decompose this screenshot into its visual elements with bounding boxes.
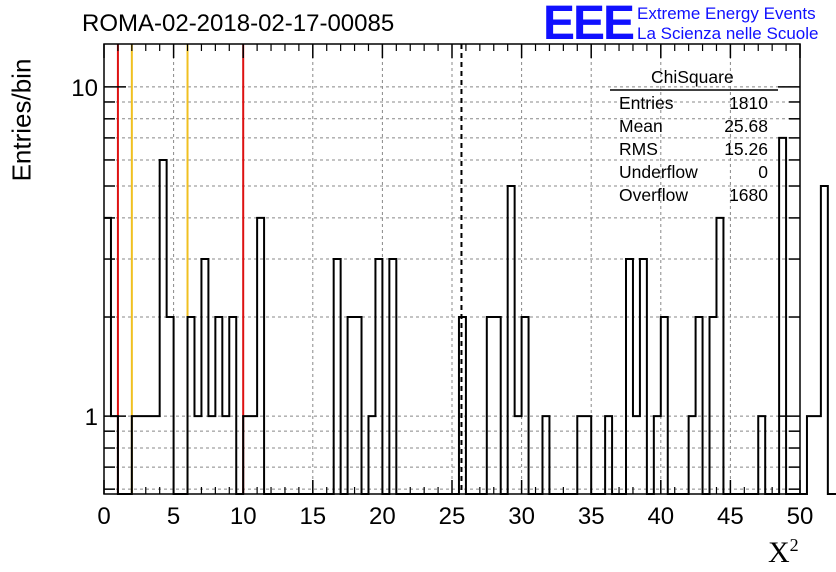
histogram-outline: [104, 136, 836, 495]
stats-label: Mean: [619, 116, 663, 136]
reference-lines: [116, 44, 463, 494]
x-tick-label: 5: [167, 503, 180, 530]
x-tick-label: 25: [439, 503, 466, 530]
stats-value: 0: [758, 162, 768, 182]
stats-value: 1810: [729, 93, 768, 113]
stats-box: ChiSquare Entries 1810 Mean 25.68 RMS 15.26 Un…: [610, 67, 778, 205]
eee-logo: EEE: [543, 0, 635, 50]
x-axis-label: X2: [768, 535, 799, 570]
x-tick-label: 50: [787, 503, 814, 530]
x-tick-label: 40: [647, 503, 674, 530]
logo-caption-line2: La Scienza nelle Scuole: [637, 24, 819, 43]
x-tick-label: 10: [230, 503, 257, 530]
stats-value: 25.68: [724, 116, 768, 136]
x-tick-label: 15: [299, 503, 326, 530]
logo-caption-line1: Extreme Energy Events: [637, 4, 816, 23]
x-tick-label: 30: [508, 503, 535, 530]
stats-label: RMS: [619, 139, 658, 159]
x-tick-label: 20: [369, 503, 396, 530]
x-axis-label-base: X: [768, 536, 790, 569]
stats-value: 15.26: [724, 139, 768, 159]
y-tick-label: 10: [71, 75, 98, 102]
x-tick-label: 35: [578, 503, 605, 530]
x-tick-label: 0: [97, 503, 110, 530]
stats-label: Underflow: [619, 162, 698, 182]
y-tick-label: 1: [85, 404, 98, 431]
plot-title: ROMA-02-2018-02-17-00085: [82, 10, 395, 37]
stats-label: Entries: [619, 93, 674, 113]
x-axis-label-sup: 2: [789, 535, 799, 555]
stats-title: ChiSquare: [651, 67, 734, 87]
stats-label: Overflow: [619, 185, 688, 205]
axis-ticks: 0 5 10 15 20 25 30 35 40 45 50 1 10: [71, 44, 813, 530]
x-tick-label: 45: [717, 503, 744, 530]
stats-value: 1680: [729, 185, 768, 205]
